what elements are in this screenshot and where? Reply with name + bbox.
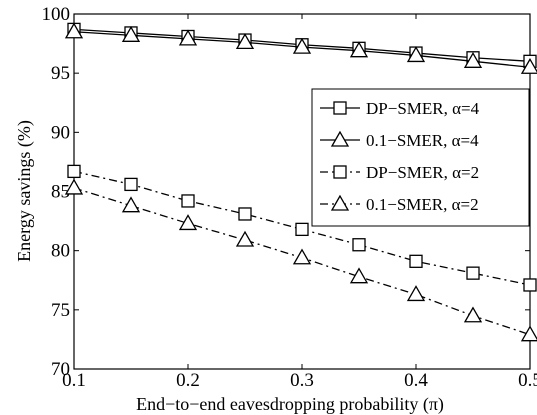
data-point xyxy=(235,33,255,50)
y-tick-label: 75 xyxy=(51,300,70,321)
data-point xyxy=(64,22,84,39)
legend-box xyxy=(311,88,530,227)
data-point xyxy=(64,178,84,195)
legend-marker xyxy=(330,194,350,211)
legend-label: 0.1−SMER, α=4 xyxy=(366,131,479,150)
legend-marker xyxy=(333,101,347,115)
y-tick-label: 85 xyxy=(51,182,70,203)
x-tick-label: 0.5 xyxy=(518,370,537,391)
data-point xyxy=(292,37,312,54)
data-point xyxy=(178,29,198,46)
x-axis-label: End−to−end eavesdropping probability (π) xyxy=(136,394,444,415)
y-tick-label: 100 xyxy=(42,4,71,25)
data-point xyxy=(349,267,369,284)
axis-ticks: 0.1 0.2 0.3 0.4 0.5 70 75 80 85 90 95 100 xyxy=(42,4,537,391)
data-point xyxy=(523,278,537,292)
legend-marker xyxy=(333,165,347,179)
legend-item: 0.1−SMER, α=2 xyxy=(320,194,479,214)
data-point xyxy=(181,194,195,208)
data-point xyxy=(295,222,309,237)
data-point xyxy=(520,57,537,74)
data-point xyxy=(292,248,312,265)
x-tick-label: 0.2 xyxy=(176,370,200,391)
legend-item: DP−SMER, α=2 xyxy=(320,163,479,182)
y-axis-label: Energy savings (%) xyxy=(14,120,35,262)
data-point xyxy=(178,214,198,231)
y-tick-label: 95 xyxy=(51,63,70,84)
legend: DP−SMER, α=4 0.1−SMER, α=4 DP−SMER, α=2 0.1… xyxy=(311,88,530,227)
data-point xyxy=(352,238,366,252)
data-point xyxy=(463,52,483,68)
data-point xyxy=(406,46,426,63)
x-tick-label: 0.3 xyxy=(290,370,314,391)
legend-label: DP−SMER, α=2 xyxy=(366,163,479,182)
legend-item: 0.1−SMER, α=4 xyxy=(320,130,479,150)
data-point xyxy=(121,25,141,42)
legend-item: DP−SMER, α=4 xyxy=(320,99,480,118)
data-point xyxy=(520,325,537,342)
series-layer xyxy=(64,22,537,342)
series-4 xyxy=(64,178,537,342)
data-point xyxy=(463,306,483,323)
y-tick-label: 90 xyxy=(51,122,70,143)
legend-marker xyxy=(330,130,350,147)
y-tick-label: 70 xyxy=(51,359,70,380)
legend-label: DP−SMER, α=4 xyxy=(366,99,480,118)
x-tick-label: 0.1 xyxy=(62,370,86,391)
data-point xyxy=(466,266,480,280)
data-point xyxy=(235,230,255,247)
y-tick-label: 80 xyxy=(51,241,70,262)
x-tick-label: 0.4 xyxy=(404,370,428,391)
data-point xyxy=(67,164,81,179)
legend-label: 0.1−SMER, α=2 xyxy=(366,195,479,214)
data-point xyxy=(124,177,138,192)
data-point xyxy=(406,285,426,302)
data-point xyxy=(238,207,252,221)
data-point xyxy=(349,41,369,58)
data-point xyxy=(121,196,141,213)
data-point xyxy=(409,254,423,268)
series-2 xyxy=(64,22,537,74)
series-3 xyxy=(67,164,537,292)
